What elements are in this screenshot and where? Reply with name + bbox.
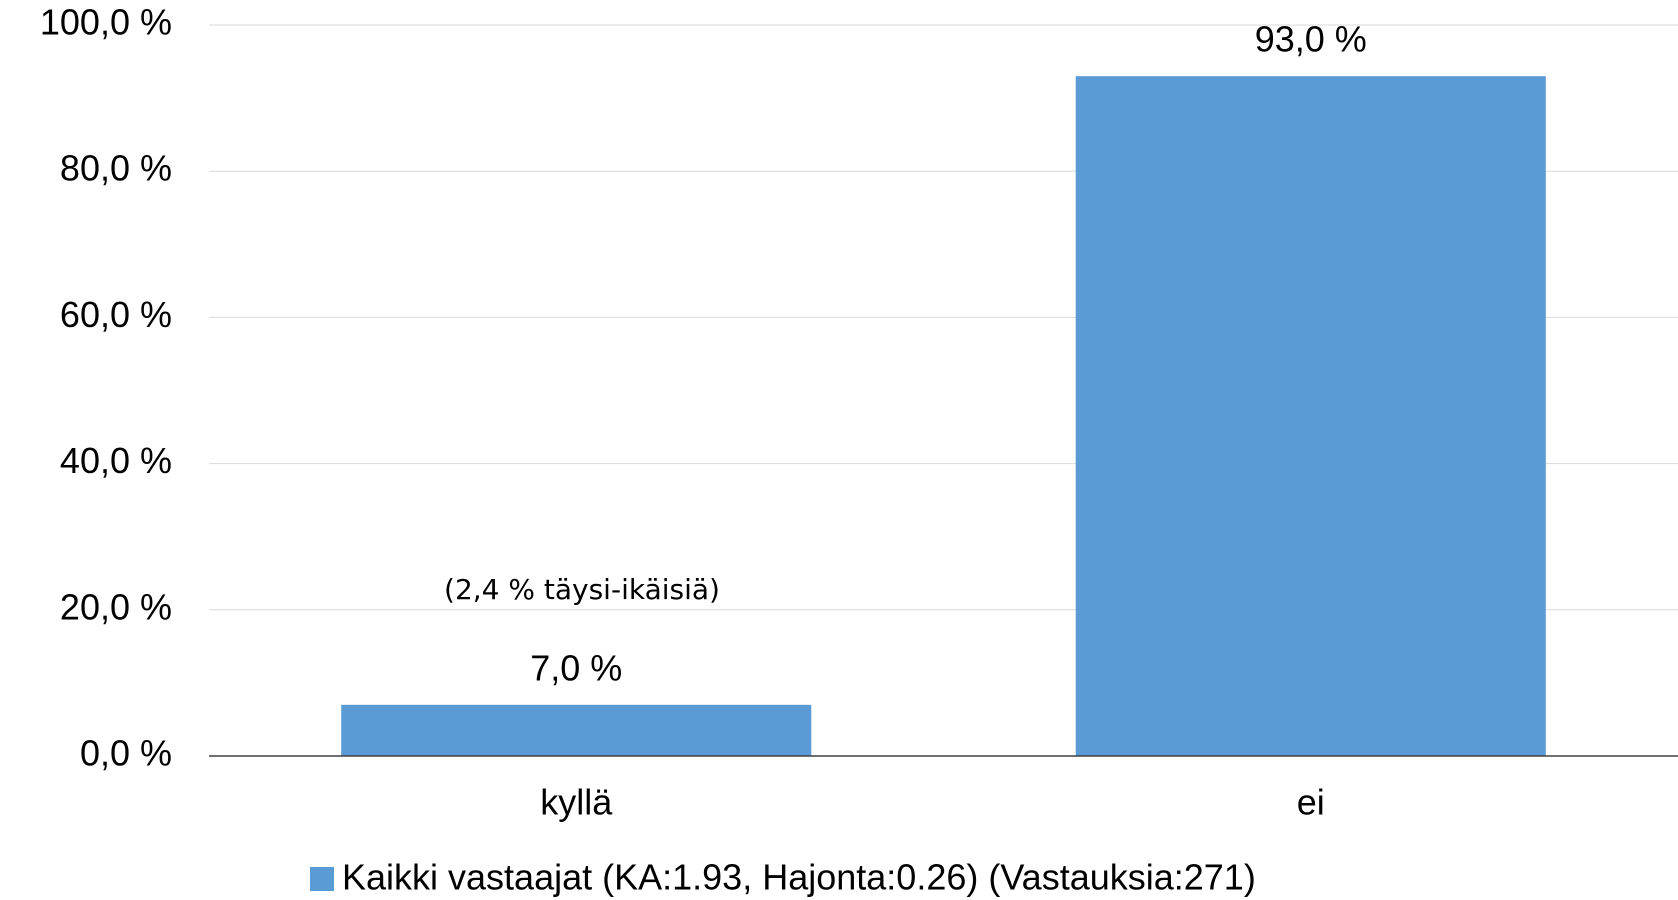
y-tick-label: 80,0 % (60, 148, 172, 189)
x-tick-label: kyllä (540, 782, 613, 823)
y-tick-label: 60,0 % (60, 294, 172, 335)
y-tick-label: 20,0 % (60, 586, 172, 627)
bar (1075, 76, 1546, 757)
annotation: (2,4 % täysi-ikäisiä) (444, 573, 720, 606)
value-label: 93,0 % (1255, 19, 1367, 60)
x-tick-label: ei (1297, 782, 1325, 823)
y-tick-label: 0,0 % (80, 733, 172, 774)
legend-label: Kaikki vastaajat (KA:1.93, Hajonta:0.26)… (342, 857, 1256, 898)
y-tick-label: 100,0 % (40, 2, 172, 43)
value-label: 7,0 % (530, 647, 622, 688)
y-tick-label: 40,0 % (60, 440, 172, 481)
legend-swatch (310, 867, 334, 891)
bar (341, 704, 812, 756)
